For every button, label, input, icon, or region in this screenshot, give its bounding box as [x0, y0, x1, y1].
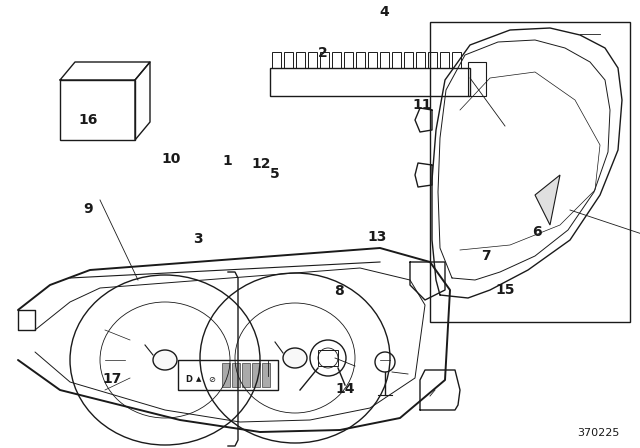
Bar [320, 52, 329, 68]
Text: 13: 13 [367, 230, 387, 244]
Text: 11: 11 [412, 98, 432, 112]
Bar [272, 52, 281, 68]
Bar [468, 62, 486, 96]
Text: ⊘: ⊘ [208, 375, 215, 383]
Ellipse shape [283, 348, 307, 368]
Text: 10: 10 [161, 152, 180, 166]
Ellipse shape [153, 350, 177, 370]
Bar [430, 22, 630, 322]
Bar [252, 363, 260, 387]
Bar [332, 52, 341, 68]
Text: 15: 15 [495, 283, 515, 297]
Text: 17: 17 [102, 372, 122, 386]
Bar [296, 52, 305, 68]
Bar [60, 80, 135, 140]
Bar [262, 363, 270, 387]
Bar [404, 52, 413, 68]
Bar [318, 350, 338, 366]
Bar [452, 52, 461, 68]
Text: 1: 1 [222, 154, 232, 168]
Bar [368, 52, 377, 68]
Text: 8: 8 [334, 284, 344, 298]
Text: ▲: ▲ [196, 376, 202, 382]
Bar [344, 52, 353, 68]
Bar [308, 52, 317, 68]
Text: 9: 9 [83, 202, 93, 216]
Text: 6: 6 [532, 225, 542, 239]
Text: D: D [185, 375, 192, 383]
Bar [178, 360, 278, 390]
Text: 7: 7 [481, 249, 491, 263]
Text: 5: 5 [270, 167, 280, 181]
Text: 370225: 370225 [578, 428, 620, 438]
Bar [232, 363, 240, 387]
Bar [242, 363, 250, 387]
Bar [270, 68, 470, 96]
Bar [428, 52, 437, 68]
Bar [284, 52, 293, 68]
Text: 2: 2 [318, 46, 328, 60]
Bar [380, 52, 389, 68]
Bar [440, 52, 449, 68]
Bar [222, 363, 230, 387]
Bar [392, 52, 401, 68]
Text: 14: 14 [335, 382, 355, 396]
Text: 3: 3 [193, 232, 203, 246]
Polygon shape [535, 175, 560, 225]
Bar [416, 52, 425, 68]
Text: 16: 16 [78, 113, 98, 127]
Bar [356, 52, 365, 68]
Text: 4: 4 [379, 5, 389, 19]
Text: 12: 12 [252, 157, 271, 171]
